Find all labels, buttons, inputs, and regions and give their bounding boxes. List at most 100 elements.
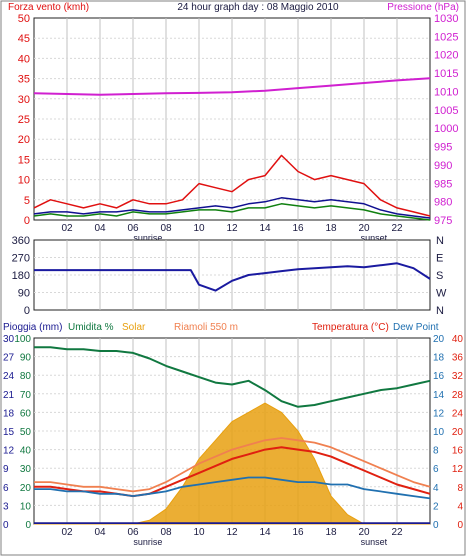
direction-tick-label: 0 xyxy=(24,305,30,317)
series-wind xyxy=(33,154,431,217)
rain-tick-label: 24 xyxy=(3,371,15,382)
wind-axis-title: Forza vento (kmh) xyxy=(8,2,89,13)
rain-tick-label: 30 xyxy=(3,334,15,345)
rain-tick-label: 27 xyxy=(3,353,15,364)
direction-tick-label: 180 xyxy=(12,270,30,282)
pressure-tick-label: 990 xyxy=(434,160,452,172)
humidity-tick-label: 0 xyxy=(25,520,31,531)
x-tick-label: 18 xyxy=(325,223,337,234)
rain-tick-label: 3 xyxy=(3,501,9,512)
legend-rain: Pioggia (mm) xyxy=(3,322,62,333)
temperature-tick-label: 0 xyxy=(457,520,463,531)
dew-tick-label: 4 xyxy=(433,483,439,494)
series-temperature xyxy=(34,446,431,498)
x-tick-label: 02 xyxy=(61,223,73,234)
sunset-label: sunset xyxy=(361,233,388,243)
wind-tick-label: 35 xyxy=(18,74,30,86)
sunrise-label: sunrise xyxy=(133,537,162,547)
humidity-tick-label: 40 xyxy=(20,446,32,457)
x-tick-label: 10 xyxy=(193,223,205,234)
x-tick-label: 10 xyxy=(193,527,205,538)
dew-tick-label: 14 xyxy=(433,390,445,401)
wind-tick-label: 15 xyxy=(18,154,30,166)
humidity-tick-label: 30 xyxy=(20,464,32,475)
dew-tick-label: 6 xyxy=(433,464,439,475)
x-tick-label: 16 xyxy=(292,527,304,538)
sunrise-label: sunrise xyxy=(133,233,162,243)
wind-tick-label: 20 xyxy=(18,134,30,146)
temperature-tick-label: 8 xyxy=(457,483,463,494)
direction-tick-label: 270 xyxy=(12,253,30,265)
x-tick-label: 06 xyxy=(127,527,139,538)
x-tick-label: 20 xyxy=(358,527,370,538)
x-tick-label: 04 xyxy=(94,527,106,538)
pressure-tick-label: 1030 xyxy=(434,13,458,25)
pressure-tick-label: 1005 xyxy=(434,105,458,117)
pressure-tick-label: 1010 xyxy=(434,86,458,98)
pressure-tick-label: 1015 xyxy=(434,68,458,80)
pressure-axis-title: Pressione (hPa) xyxy=(387,2,459,13)
humidity-tick-label: 60 xyxy=(20,408,32,419)
dew-tick-label: 16 xyxy=(433,371,445,382)
series-heat_index xyxy=(34,437,431,493)
dew-tick-label: 18 xyxy=(433,353,445,364)
pressure-tick-label: 1025 xyxy=(434,31,458,43)
compass-tick-label: N xyxy=(436,305,444,317)
series-gust_low xyxy=(33,203,431,221)
temperature-tick-label: 36 xyxy=(452,353,464,364)
compass-tick-label: N xyxy=(436,235,444,247)
wind-tick-label: 25 xyxy=(18,114,30,126)
pressure-tick-label: 1020 xyxy=(434,50,458,62)
wind-tick-label: 10 xyxy=(18,175,30,187)
x-tick-label: 04 xyxy=(94,223,106,234)
x-tick-label: 22 xyxy=(391,223,403,234)
graph-title: 24 hour graph day : 08 Maggio 2010 xyxy=(177,2,339,13)
dew-tick-label: 10 xyxy=(433,427,445,438)
dew-tick-label: 0 xyxy=(433,520,439,531)
series-wind_dir xyxy=(34,262,431,292)
pressure-tick-label: 975 xyxy=(434,215,452,227)
temperature-tick-label: 16 xyxy=(452,446,464,457)
x-tick-label: 18 xyxy=(325,527,337,538)
temperature-tick-label: 32 xyxy=(452,371,464,382)
temperature-tick-label: 12 xyxy=(452,464,464,475)
x-tick-label: 08 xyxy=(160,527,172,538)
legend-humidity: Umidita % xyxy=(68,322,114,333)
temperature-tick-label: 20 xyxy=(452,427,464,438)
humidity-tick-label: 50 xyxy=(20,427,32,438)
legend-riamoli: Riamoli 550 m xyxy=(174,322,238,333)
rain-tick-label: 6 xyxy=(3,483,9,494)
series-solar xyxy=(34,402,430,525)
humidity-tick-label: 20 xyxy=(20,483,32,494)
rain-tick-label: 9 xyxy=(3,464,9,475)
series-wind_avg xyxy=(33,197,431,219)
direction-tick-label: 360 xyxy=(12,235,30,247)
rain-tick-label: 15 xyxy=(3,427,15,438)
series-pressure xyxy=(33,77,431,96)
series-dew_point xyxy=(34,476,431,500)
humidity-tick-label: 100 xyxy=(14,334,31,345)
wind-tick-label: 0 xyxy=(24,215,30,227)
temperature-tick-label: 4 xyxy=(457,501,463,512)
x-tick-label: 14 xyxy=(259,527,271,538)
x-tick-label: 12 xyxy=(226,527,238,538)
dew-tick-label: 2 xyxy=(433,501,439,512)
x-tick-label: 12 xyxy=(226,223,238,234)
wind-tick-label: 30 xyxy=(18,94,30,106)
rain-tick-label: 21 xyxy=(3,390,15,401)
pressure-tick-label: 1000 xyxy=(434,123,458,135)
x-tick-label: 20 xyxy=(358,223,370,234)
x-tick-label: 02 xyxy=(61,527,73,538)
compass-tick-label: W xyxy=(436,288,447,300)
compass-tick-label: S xyxy=(436,270,443,282)
direction-tick-label: 90 xyxy=(18,288,30,300)
humidity-tick-label: 80 xyxy=(20,371,32,382)
wind-tick-label: 45 xyxy=(18,33,30,45)
dew-tick-label: 12 xyxy=(433,408,445,419)
temperature-tick-label: 40 xyxy=(452,334,464,345)
x-tick-label: 08 xyxy=(160,223,172,234)
pressure-tick-label: 985 xyxy=(434,178,452,190)
wind-tick-label: 50 xyxy=(18,13,30,25)
legend-temperature: Temperatura (°C) xyxy=(312,322,389,333)
